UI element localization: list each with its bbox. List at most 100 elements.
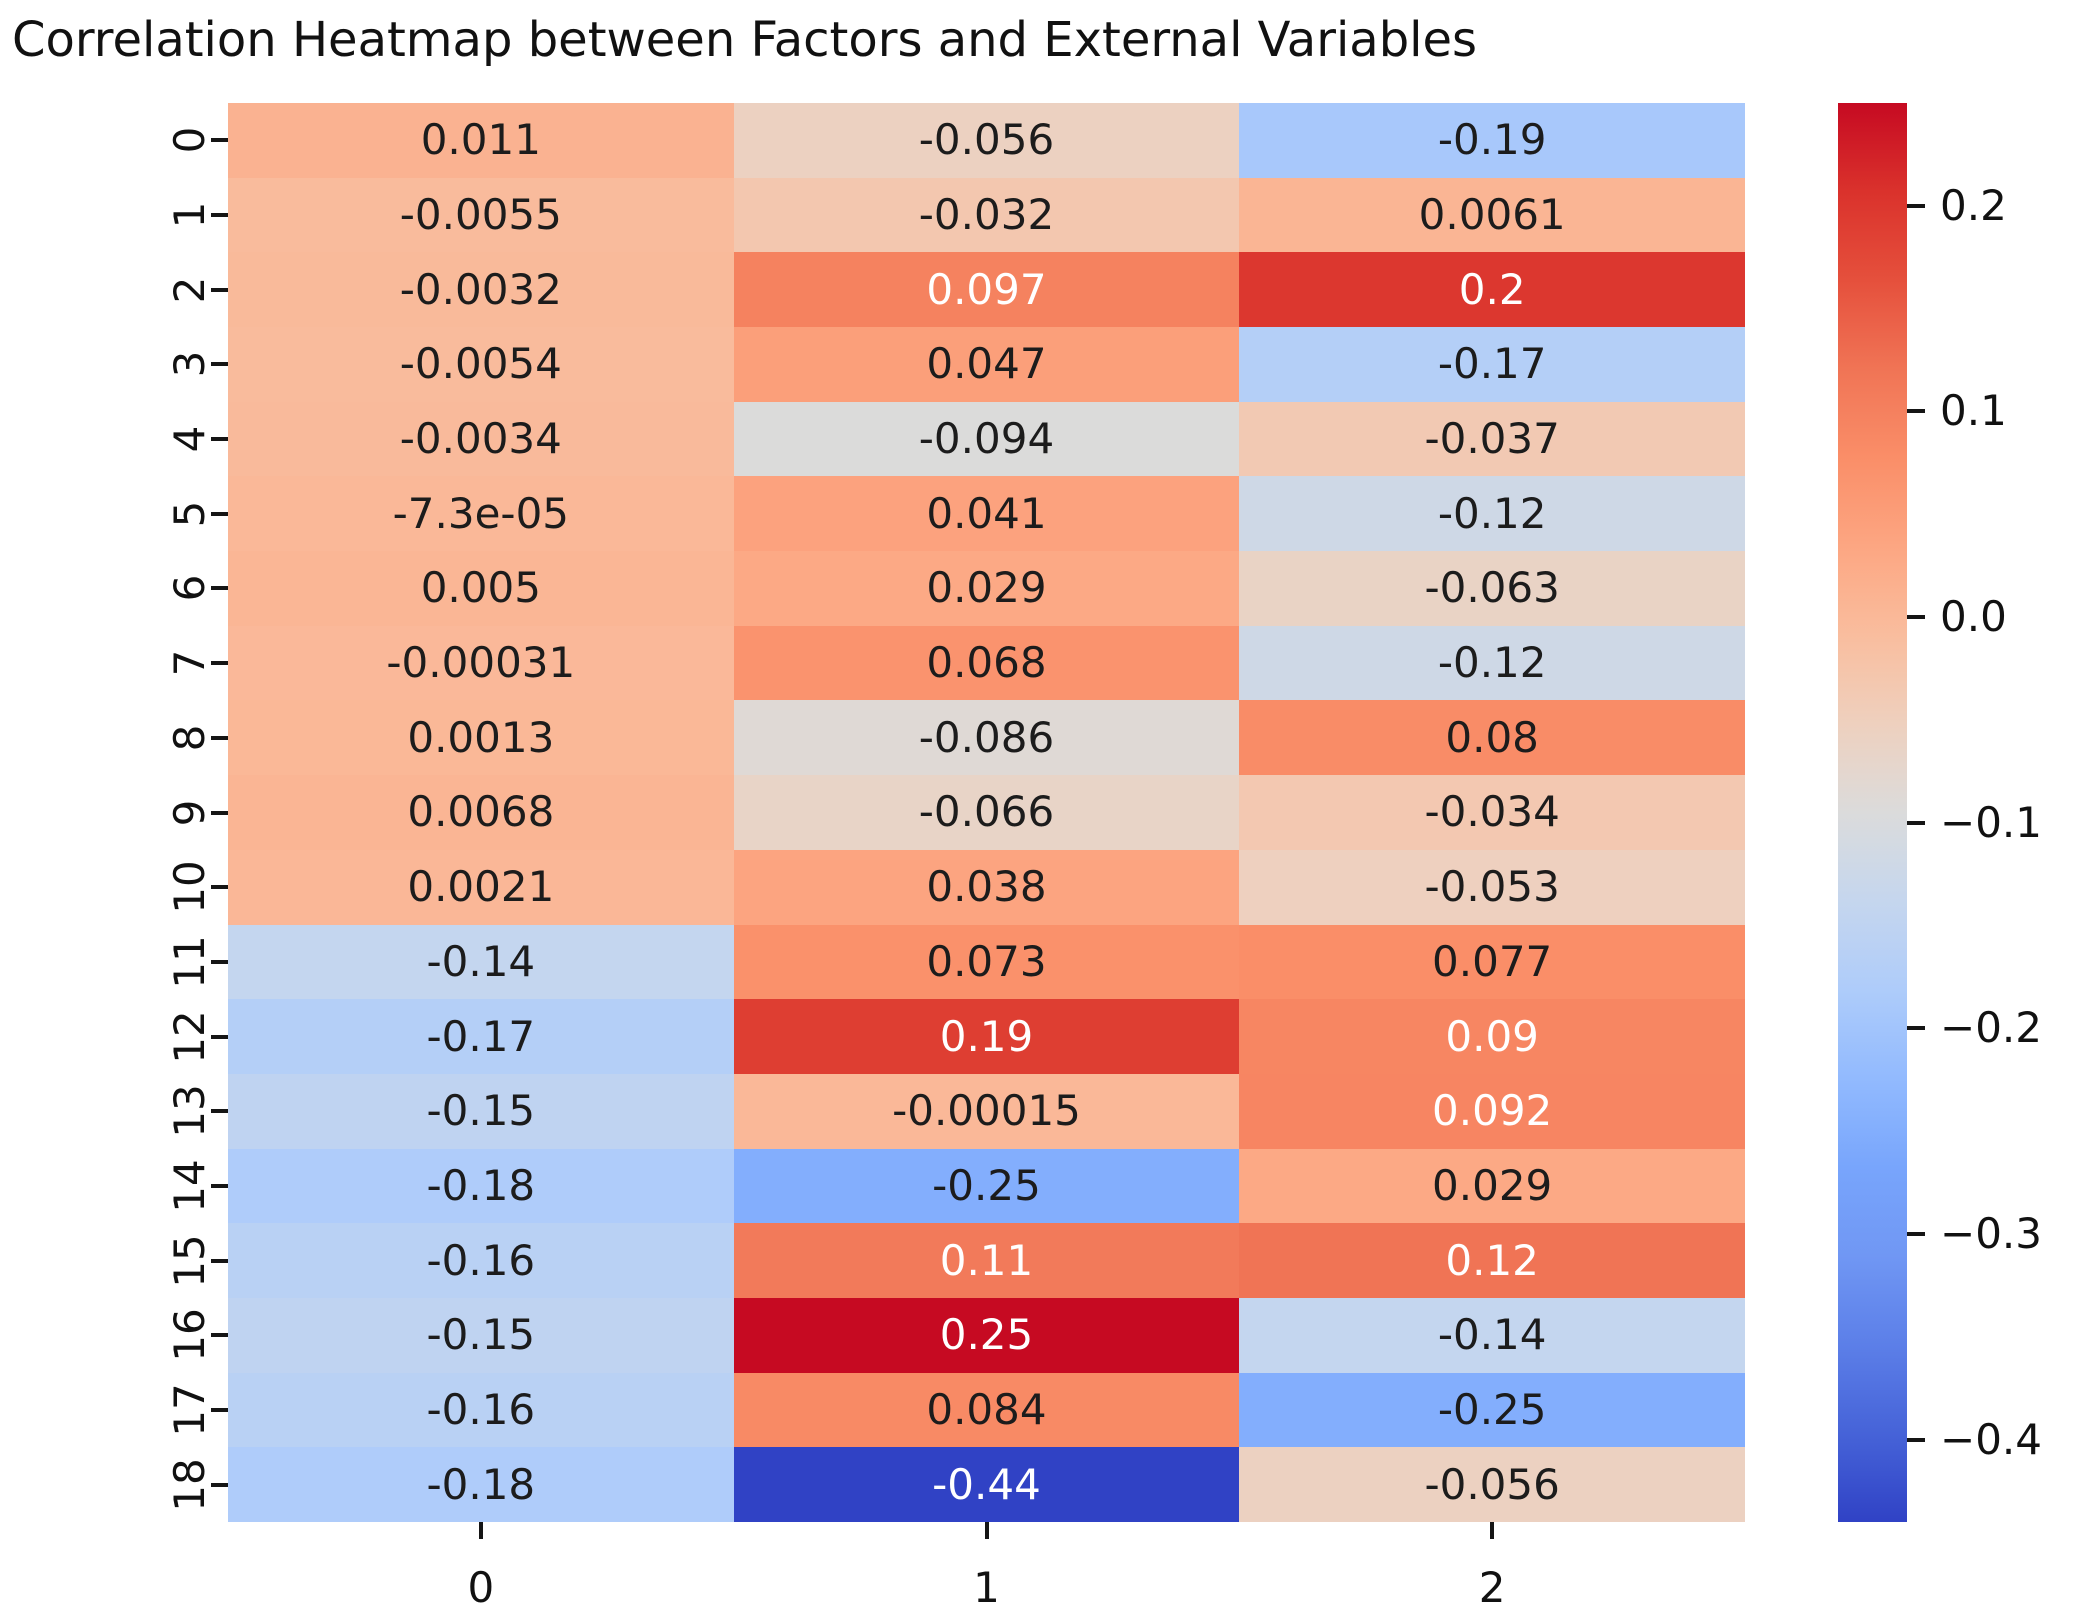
- tick-mark: [211, 1109, 228, 1114]
- tick-mark: [478, 1522, 483, 1539]
- heatmap-cell: -0.056: [1239, 1447, 1745, 1522]
- y-tick-label: 2: [165, 276, 214, 304]
- y-tick-label: 18: [165, 1457, 214, 1512]
- heatmap-cell: 0.11: [733, 1223, 1240, 1298]
- heatmap-cell: 0.073: [733, 924, 1240, 1000]
- tick-mark: [1907, 1437, 1925, 1442]
- heatmap-cell: 0.25: [733, 1297, 1240, 1373]
- tick-mark: [1907, 1026, 1925, 1031]
- heatmap-cell: 0.041: [733, 476, 1240, 552]
- heatmap-cell: -0.0054: [228, 327, 734, 402]
- y-tick-label: 3: [165, 351, 214, 378]
- heatmap-cell: -0.0055: [228, 177, 734, 253]
- heatmap-cell: -0.12: [1239, 625, 1745, 701]
- heatmap-cell: 0.12: [1239, 1223, 1745, 1298]
- heatmap-cell: 0.029: [1239, 1148, 1745, 1224]
- tick-mark: [211, 1258, 228, 1263]
- y-tick-label: 9: [165, 799, 214, 826]
- heatmap-cell: -0.0032: [228, 252, 734, 328]
- heatmap-grid: 0.011 -0.056 -0.19 -0.0055 -0.032 0.0061 -0.00…: [228, 103, 1745, 1522]
- y-tick-label: 8: [165, 724, 214, 752]
- heatmap-cell: 0.0013: [228, 700, 734, 776]
- tick-mark: [211, 810, 228, 815]
- tick-mark: [1907, 409, 1925, 414]
- chart-title: Correlation Heatmap between Factors and …: [12, 12, 1478, 68]
- heatmap-cell: 0.08: [1239, 700, 1745, 776]
- heatmap-cell: 0.19: [733, 999, 1240, 1074]
- heatmap-cell: -0.00031: [228, 625, 734, 701]
- heatmap-cell: -7.3e-05: [228, 476, 734, 552]
- colorbar-tick-label: 0.1: [1940, 386, 2007, 436]
- heatmap-cell: -0.034: [1239, 775, 1745, 850]
- colorbar-gradient: [1838, 103, 1907, 1522]
- x-tick-label: 1: [973, 1563, 1000, 1609]
- heatmap-cell: -0.44: [733, 1447, 1240, 1522]
- heatmap-cell: -0.15: [228, 1297, 734, 1373]
- y-tick-label: 1: [165, 201, 214, 229]
- tick-mark: [1907, 615, 1925, 620]
- y-tick-label: 6: [165, 575, 214, 602]
- heatmap-cell: -0.25: [733, 1148, 1240, 1224]
- tick-mark: [1490, 1522, 1495, 1539]
- tick-mark: [1907, 1232, 1925, 1237]
- heatmap-cell: -0.063: [1239, 551, 1745, 626]
- colorbar-tick-label: −0.4: [1940, 1414, 2042, 1464]
- heatmap-cell: 0.077: [1239, 924, 1745, 1000]
- heatmap-cell: -0.18: [228, 1148, 734, 1224]
- tick-mark: [1907, 820, 1925, 825]
- y-tick-label: 7: [165, 649, 214, 677]
- heatmap-cell: -0.066: [733, 775, 1240, 850]
- colorbar-tick-label: −0.3: [1940, 1209, 2042, 1259]
- heatmap-cell: 0.084: [733, 1372, 1240, 1448]
- heatmap-cell: -0.037: [1239, 401, 1745, 477]
- heatmap-cell: 0.029: [733, 551, 1240, 626]
- heatmap-cell: -0.14: [1239, 1297, 1745, 1373]
- tick-mark: [211, 1333, 228, 1338]
- tick-mark: [211, 511, 228, 516]
- tick-mark: [211, 661, 228, 666]
- y-tick-label: 4: [165, 425, 214, 453]
- heatmap-cell: -0.0034: [228, 401, 734, 477]
- heatmap-cell: -0.15: [228, 1073, 734, 1149]
- heatmap-cell: -0.086: [733, 700, 1240, 776]
- tick-mark: [211, 138, 228, 143]
- heatmap-cell: 0.047: [733, 327, 1240, 402]
- tick-mark: [211, 287, 228, 292]
- tick-mark: [211, 735, 228, 740]
- y-tick-label: 17: [165, 1383, 214, 1437]
- heatmap-cell: 0.09: [1239, 999, 1745, 1074]
- tick-mark: [211, 1407, 228, 1412]
- colorbar-tick-label: 0.0: [1940, 592, 2007, 642]
- heatmap-cell: -0.14: [228, 924, 734, 1000]
- tick-mark: [984, 1522, 989, 1539]
- heatmap-cell: -0.094: [733, 401, 1240, 477]
- y-tick-label: 12: [165, 1009, 214, 1064]
- heatmap-cell: -0.25: [1239, 1372, 1745, 1448]
- heatmap-cell: -0.12: [1239, 476, 1745, 552]
- tick-mark: [211, 1183, 228, 1188]
- heatmap-cell: 0.2: [1239, 252, 1745, 328]
- heatmap-cell: -0.053: [1239, 849, 1745, 925]
- heatmap-cell: 0.011: [228, 103, 734, 178]
- heatmap-cell: -0.17: [228, 999, 734, 1074]
- heatmap-cell: -0.19: [1239, 103, 1745, 178]
- tick-mark: [211, 1482, 228, 1487]
- x-tick-label: 0: [467, 1563, 495, 1609]
- y-tick-label: 5: [165, 500, 214, 528]
- heatmap-cell: 0.038: [733, 849, 1240, 925]
- x-tick-label: 2: [1478, 1563, 1506, 1609]
- y-tick-label: 13: [165, 1084, 214, 1138]
- heatmap-cell: 0.005: [228, 551, 734, 626]
- colorbar-tick-label: −0.1: [1940, 797, 2042, 847]
- heatmap-cell: 0.092: [1239, 1073, 1745, 1149]
- heatmap-cell: -0.16: [228, 1223, 734, 1298]
- colorbar-tick-label: −0.2: [1940, 1003, 2042, 1053]
- tick-mark: [211, 213, 228, 218]
- tick-mark: [211, 362, 228, 367]
- tick-mark: [211, 437, 228, 442]
- tick-mark: [211, 586, 228, 591]
- tick-mark: [1907, 203, 1925, 208]
- heatmap-cell: -0.16: [228, 1372, 734, 1448]
- heatmap-cell: -0.056: [733, 103, 1240, 178]
